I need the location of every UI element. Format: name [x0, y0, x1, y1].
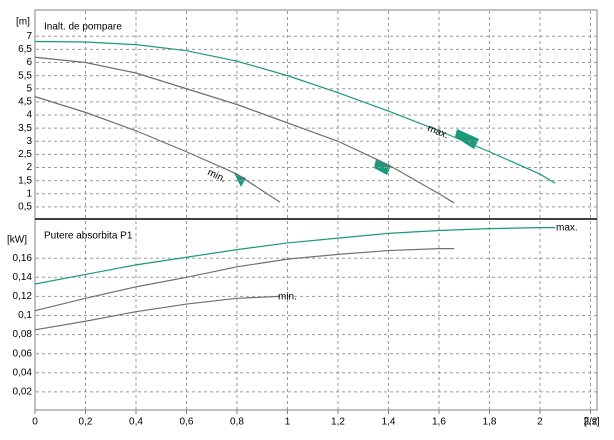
top-title: Inalt. de pompare [44, 22, 122, 33]
x-tick-label: 0,4 [129, 417, 143, 428]
plot-frame [34, 9, 598, 411]
y-tick-label: 6,5 [18, 44, 32, 55]
x-tick-label: 2 [537, 417, 543, 428]
y-tick-label: 0,5 [18, 202, 32, 213]
x-unit: [l/s] [584, 417, 600, 428]
flow-arrow [374, 159, 391, 175]
y-tick-label: 5,5 [18, 70, 32, 81]
y-tick-label: 0,14 [13, 272, 33, 283]
curve [34, 248, 455, 312]
series-label: max. [556, 223, 578, 234]
bottom-title: Putere absorbita P1 [44, 231, 133, 242]
x-tick-label: 2,2 [583, 417, 597, 428]
curve [34, 40, 556, 184]
curve [34, 227, 556, 285]
y-tick-label: 7 [26, 31, 32, 42]
y-tick-label: 0,1 [18, 310, 32, 321]
x-tick-label: 1,6 [432, 417, 446, 428]
y-tick-label: 0,04 [13, 367, 33, 378]
y-tick-label: 3 [26, 136, 32, 147]
x-tick-label: 0,2 [79, 417, 93, 428]
y-tick-label: 0,16 [13, 253, 33, 264]
y-tick-label: 0,12 [13, 291, 33, 302]
top-unit: [m] [16, 17, 30, 28]
y-tick-label: 5 [26, 83, 32, 94]
y-tick-label: 6 [26, 57, 32, 68]
x-tick-label: 1,2 [331, 417, 345, 428]
y-tick-label: 1 [26, 188, 32, 199]
x-tick-label: 1,4 [382, 417, 396, 428]
y-tick-label: 4 [26, 110, 32, 121]
y-tick-label: 3,5 [18, 123, 32, 134]
curve [34, 96, 281, 203]
y-tick-label: 0,06 [13, 348, 33, 359]
x-tick-label: 0,6 [180, 417, 194, 428]
x-tick-label: 0 [32, 417, 38, 428]
flow-arrow [234, 173, 246, 187]
y-tick-label: 2 [26, 162, 32, 173]
y-tick-label: 0,02 [13, 387, 33, 398]
curve [34, 56, 455, 204]
curve [34, 295, 280, 331]
y-tick-label: 4,5 [18, 97, 32, 108]
flow-arrow [455, 129, 479, 149]
x-tick-label: 1,8 [483, 417, 497, 428]
y-tick-label: 2,5 [18, 149, 32, 160]
y-tick-label: 0,08 [13, 329, 33, 340]
y-tick-label: 1,5 [18, 175, 32, 186]
series-label: min. [278, 292, 297, 303]
x-tick-label: 1 [285, 417, 291, 428]
bottom-unit: [kW] [7, 235, 27, 246]
x-tick-label: 0,8 [230, 417, 244, 428]
